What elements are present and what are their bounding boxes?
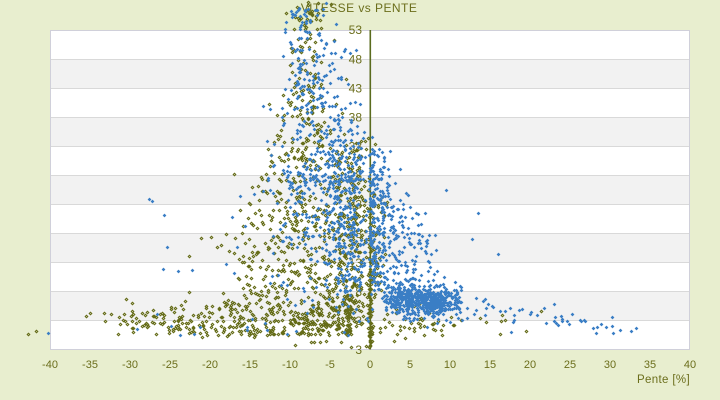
svg-text:43: 43 bbox=[349, 81, 363, 95]
svg-text:25: 25 bbox=[564, 359, 576, 371]
svg-text:Pente [%]: Pente [%] bbox=[637, 374, 690, 386]
svg-text:-40: -40 bbox=[42, 359, 58, 371]
svg-text:10: 10 bbox=[444, 359, 456, 371]
svg-text:35: 35 bbox=[644, 359, 656, 371]
svg-text:-5: -5 bbox=[325, 359, 335, 371]
svg-text:8: 8 bbox=[355, 285, 362, 299]
svg-text:-15: -15 bbox=[242, 359, 258, 371]
svg-text:40: 40 bbox=[684, 359, 696, 371]
svg-text:-20: -20 bbox=[202, 359, 218, 371]
svg-text:-30: -30 bbox=[122, 359, 138, 371]
svg-text:30: 30 bbox=[604, 359, 616, 371]
svg-text:0: 0 bbox=[367, 359, 373, 371]
svg-text:20: 20 bbox=[524, 359, 536, 371]
svg-text:53: 53 bbox=[349, 23, 363, 37]
svg-text:-25: -25 bbox=[162, 359, 178, 371]
svg-text:48: 48 bbox=[349, 52, 363, 66]
svg-text:-35: -35 bbox=[82, 359, 98, 371]
svg-text:15: 15 bbox=[484, 359, 496, 371]
svg-text:-10: -10 bbox=[282, 359, 298, 371]
svg-text:5: 5 bbox=[407, 359, 413, 371]
svg-text:3: 3 bbox=[355, 343, 362, 357]
